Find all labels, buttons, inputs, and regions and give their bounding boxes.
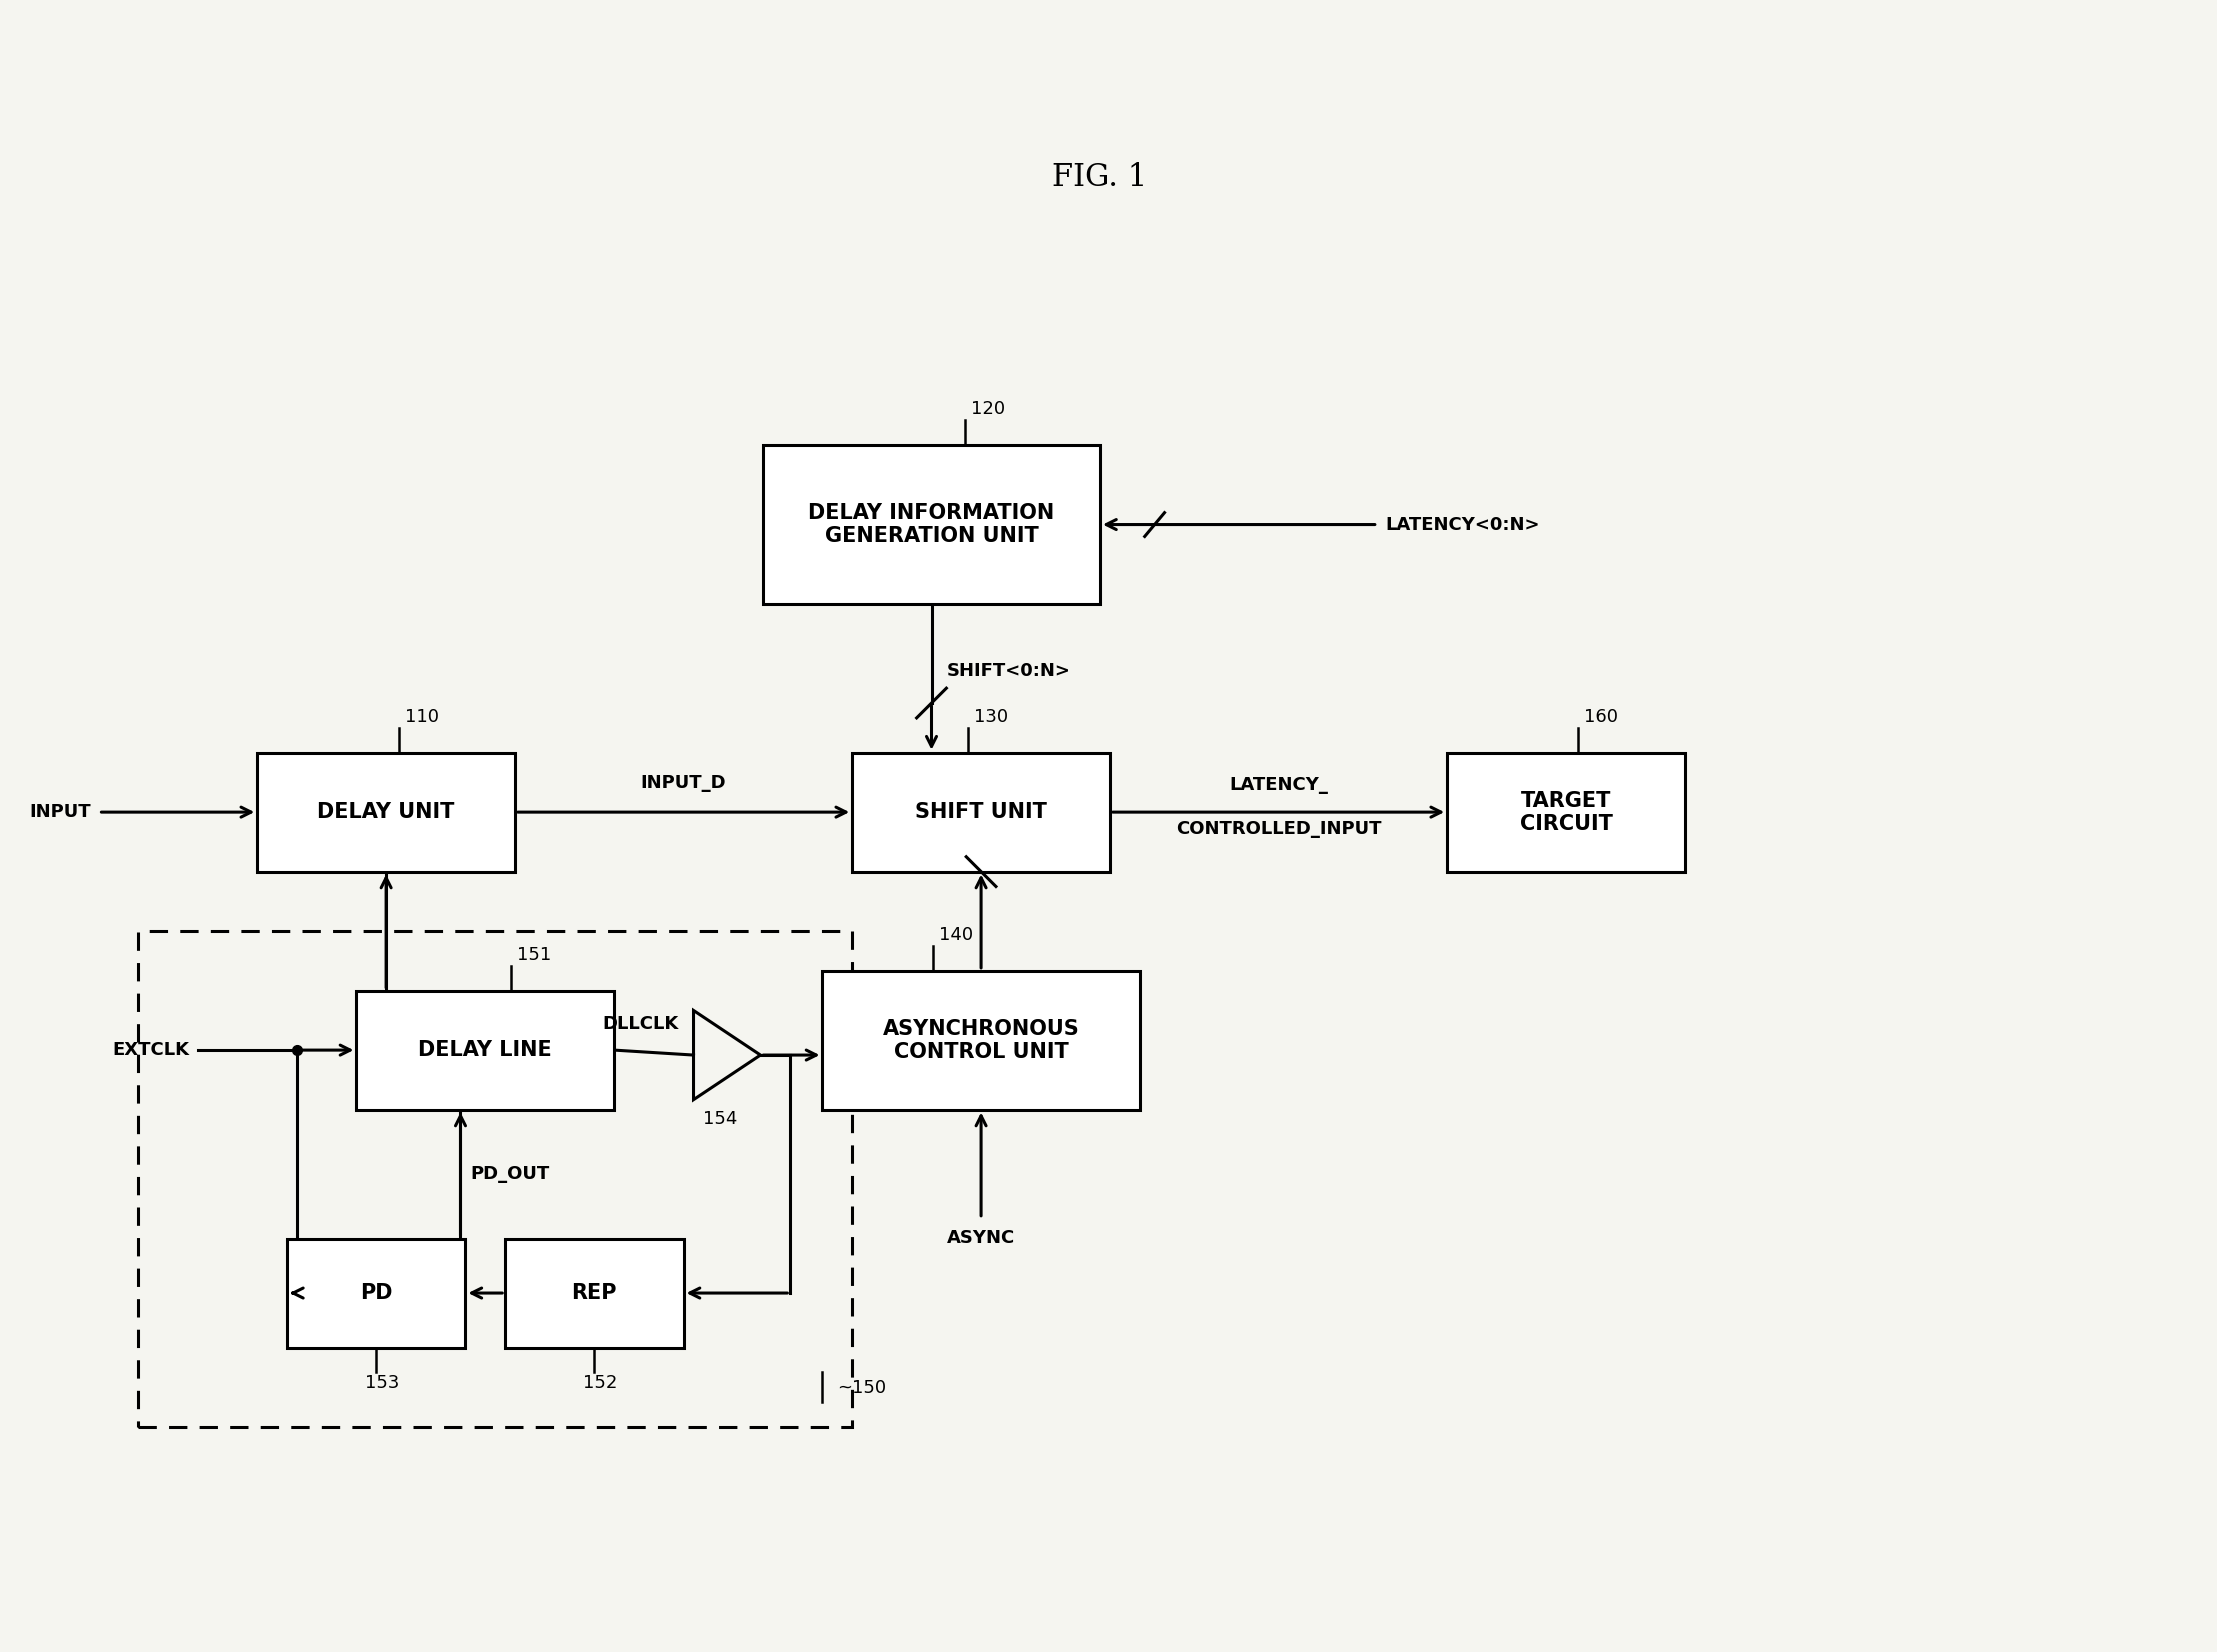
Text: CONTROLLED_INPUT: CONTROLLED_INPUT <box>1175 819 1381 838</box>
Text: 140: 140 <box>940 927 973 943</box>
Text: REP: REP <box>572 1284 616 1303</box>
Bar <box>823 971 1140 1110</box>
Text: INPUT: INPUT <box>29 803 91 821</box>
Text: 160: 160 <box>1583 707 1618 725</box>
Text: LATENCY_: LATENCY_ <box>1228 776 1328 795</box>
Text: 151: 151 <box>517 947 552 963</box>
Bar <box>357 991 614 1110</box>
Text: 153: 153 <box>366 1374 399 1393</box>
Bar <box>286 1239 466 1348</box>
Text: INPUT_D: INPUT_D <box>641 775 727 793</box>
Text: ASYNC: ASYNC <box>947 1229 1015 1247</box>
Text: EXTCLK: EXTCLK <box>113 1041 191 1059</box>
Text: 152: 152 <box>583 1374 619 1393</box>
Text: 154: 154 <box>703 1110 738 1128</box>
Bar <box>851 753 1111 872</box>
Text: 110: 110 <box>406 707 439 725</box>
Bar <box>1448 753 1685 872</box>
Text: 120: 120 <box>971 400 1004 418</box>
Bar <box>505 1239 683 1348</box>
Text: DLLCLK: DLLCLK <box>603 1016 678 1032</box>
Text: SHIFT UNIT: SHIFT UNIT <box>916 803 1046 823</box>
Bar <box>257 753 514 872</box>
Text: 130: 130 <box>973 707 1009 725</box>
Text: PD_OUT: PD_OUT <box>470 1165 550 1183</box>
Text: PD: PD <box>359 1284 392 1303</box>
Text: DELAY INFORMATION
GENERATION UNIT: DELAY INFORMATION GENERATION UNIT <box>809 502 1055 547</box>
Text: FIG. 1: FIG. 1 <box>1053 162 1148 193</box>
Text: ~150: ~150 <box>838 1379 887 1398</box>
Text: SHIFT<0:N>: SHIFT<0:N> <box>947 662 1071 681</box>
Text: LATENCY<0:N>: LATENCY<0:N> <box>1386 515 1541 534</box>
Text: DELAY UNIT: DELAY UNIT <box>317 803 454 823</box>
Text: TARGET
CIRCUIT: TARGET CIRCUIT <box>1519 791 1612 834</box>
Text: DELAY LINE: DELAY LINE <box>419 1041 552 1061</box>
Text: ASYNCHRONOUS
CONTROL UNIT: ASYNCHRONOUS CONTROL UNIT <box>882 1019 1080 1062</box>
Bar <box>763 446 1100 605</box>
Bar <box>137 932 851 1427</box>
